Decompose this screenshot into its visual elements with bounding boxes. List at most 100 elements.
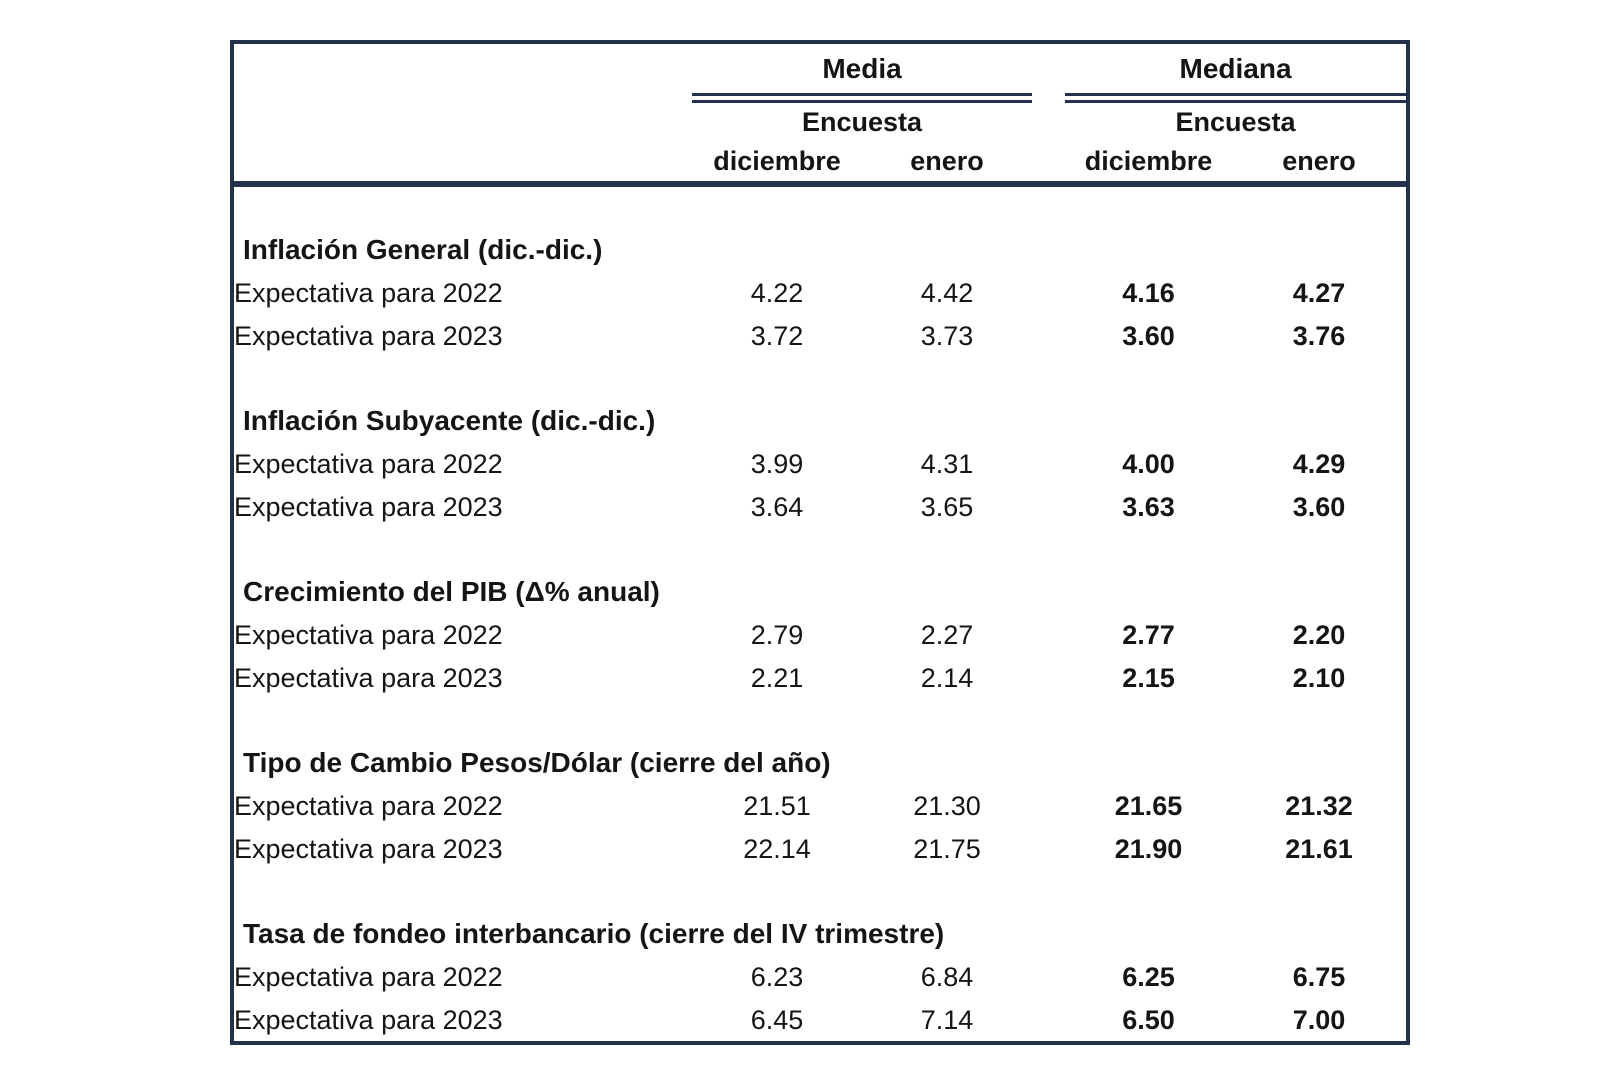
table-row: Expectativa para 2023 3.72 3.73 3.60 3.7… [234, 315, 1406, 358]
row-label: Expectativa para 2022 [234, 620, 503, 650]
column-gap [1032, 828, 1065, 871]
row-label: Expectativa para 2023 [234, 834, 503, 864]
column-gap [1032, 657, 1065, 700]
cell-mediana-diciembre: 4.00 [1122, 449, 1175, 479]
table-row: Expectativa para 2022 2.79 2.27 2.77 2.2… [234, 614, 1406, 657]
header-col-mediana-diciembre: diciembre [1065, 141, 1233, 187]
cell-mediana-diciembre: 3.60 [1122, 321, 1175, 351]
row-label: Expectativa para 2022 [234, 791, 503, 821]
cell-mediana-enero: 2.20 [1292, 620, 1346, 650]
row-label: Expectativa para 2022 [234, 962, 503, 992]
table-row: Expectativa para 2023 6.45 7.14 6.50 7.0… [234, 999, 1406, 1042]
row-label: Expectativa para 2023 [234, 1005, 503, 1035]
cell-media-diciembre: 2.21 [750, 663, 804, 693]
cell-mediana-diciembre: 2.77 [1122, 620, 1175, 650]
spacer-row [234, 529, 1406, 569]
table-row: Expectativa para 2023 2.21 2.14 2.15 2.1… [234, 657, 1406, 700]
cell-mediana-diciembre: 6.25 [1122, 962, 1175, 992]
cell-mediana-enero: 4.27 [1292, 278, 1346, 308]
header-group-mediana: Mediana [1065, 44, 1407, 103]
header-empty-cell [234, 44, 692, 98]
section-title: Inflación Subyacente (dic.-dic.) [243, 404, 656, 436]
cell-mediana-enero: 3.76 [1292, 321, 1346, 351]
header-subtitle-mediana: Encuesta [1175, 106, 1296, 137]
cell-mediana-enero: 2.10 [1292, 663, 1346, 693]
cell-mediana-enero: 21.61 [1285, 834, 1353, 864]
cell-media-enero: 3.73 [920, 321, 974, 351]
cell-media-enero: 6.84 [920, 962, 974, 992]
cell-media-diciembre: 6.45 [750, 1005, 804, 1035]
spacer-row [234, 871, 1406, 911]
cell-mediana-enero: 3.60 [1292, 492, 1346, 522]
row-label: Expectativa para 2023 [234, 321, 503, 351]
header-col-media-enero: enero [862, 141, 1033, 187]
row-label: Expectativa para 2022 [234, 278, 503, 308]
cell-media-diciembre: 3.99 [750, 449, 804, 479]
table-row: Expectativa para 2023 22.14 21.75 21.90 … [234, 828, 1406, 871]
header-group-media: Media [692, 44, 1033, 103]
column-gap [1032, 98, 1065, 141]
table-row: Expectativa para 2022 21.51 21.30 21.65 … [234, 785, 1406, 828]
section-title: Tipo de Cambio Pesos/Dólar (cierre del a… [243, 746, 831, 778]
cell-media-enero: 4.31 [920, 449, 974, 479]
header-col-mediana-enero: enero [1232, 141, 1407, 187]
cell-media-enero: 21.75 [913, 834, 981, 864]
section-title-row: Tasa de fondeo interbancario (cierre del… [234, 911, 1406, 956]
section-title-row: Tipo de Cambio Pesos/Dólar (cierre del a… [234, 740, 1406, 785]
header-col-media-diciembre: diciembre [692, 141, 862, 187]
column-gap [1032, 315, 1065, 358]
cell-media-diciembre: 4.22 [750, 278, 804, 308]
cell-media-diciembre: 3.64 [750, 492, 804, 522]
cell-mediana-diciembre: 21.90 [1114, 834, 1183, 864]
cell-media-enero: 3.65 [920, 492, 974, 522]
section-title: Crecimiento del PIB (Δ% anual) [243, 575, 660, 607]
header-columns-row: diciembre enero diciembre enero [234, 141, 1407, 187]
spacer-row [234, 700, 1406, 740]
cell-media-enero: 4.42 [920, 278, 974, 308]
cell-media-enero: 2.27 [920, 620, 974, 650]
cell-media-enero: 2.14 [920, 663, 974, 693]
cell-media-diciembre: 6.23 [750, 962, 804, 992]
cell-media-enero: 7.14 [920, 1005, 974, 1035]
table-row: Expectativa para 2022 4.22 4.42 4.16 4.2… [234, 272, 1406, 315]
cell-mediana-diciembre: 21.65 [1114, 791, 1183, 821]
column-gap [1032, 141, 1066, 187]
section-title: Tasa de fondeo interbancario (cierre del… [243, 917, 945, 949]
cell-media-diciembre: 21.51 [743, 791, 811, 821]
column-gap [1032, 486, 1065, 529]
expectations-table: Media Mediana Encuesta Encuesta diciembr… [234, 44, 1407, 1042]
column-gap [1032, 272, 1065, 315]
column-gap [1032, 443, 1065, 486]
section-title-row: Inflación Subyacente (dic.-dic.) [234, 398, 1406, 443]
cell-mediana-diciembre: 2.15 [1122, 663, 1175, 693]
column-gap [1032, 44, 1065, 98]
section-title-row: Inflación General (dic.-dic.) [234, 227, 1406, 272]
column-gap [1032, 785, 1065, 828]
spacer-row [234, 358, 1406, 398]
header-group-row: Media Mediana [234, 44, 1407, 103]
cell-mediana-diciembre: 6.50 [1122, 1005, 1175, 1035]
cell-mediana-enero: 21.32 [1285, 791, 1353, 821]
column-gap [1032, 956, 1065, 999]
table-row: Expectativa para 2023 3.64 3.65 3.63 3.6… [234, 486, 1406, 529]
header-empty-cell [234, 141, 692, 187]
row-label: Expectativa para 2022 [234, 449, 503, 479]
cell-media-diciembre: 3.72 [750, 321, 804, 351]
cell-media-diciembre: 2.79 [750, 620, 804, 650]
header-empty-cell [234, 98, 692, 141]
cell-media-enero: 21.30 [913, 791, 981, 821]
expectations-table-container: Media Mediana Encuesta Encuesta diciembr… [230, 40, 1410, 1045]
cell-mediana-enero: 7.00 [1292, 1005, 1346, 1035]
cell-media-diciembre: 22.14 [743, 834, 811, 864]
row-label: Expectativa para 2023 [234, 492, 503, 522]
table-row: Expectativa para 2022 3.99 4.31 4.00 4.2… [234, 443, 1406, 486]
cell-mediana-diciembre: 3.63 [1122, 492, 1175, 522]
spacer-row [234, 184, 1406, 227]
cell-mediana-enero: 6.75 [1292, 962, 1346, 992]
column-gap [1032, 614, 1065, 657]
header-subtitle-media: Encuesta [801, 106, 923, 137]
cell-mediana-diciembre: 4.16 [1122, 278, 1175, 308]
section-title: Inflación General (dic.-dic.) [243, 233, 603, 265]
section-title-row: Crecimiento del PIB (Δ% anual) [234, 569, 1406, 614]
